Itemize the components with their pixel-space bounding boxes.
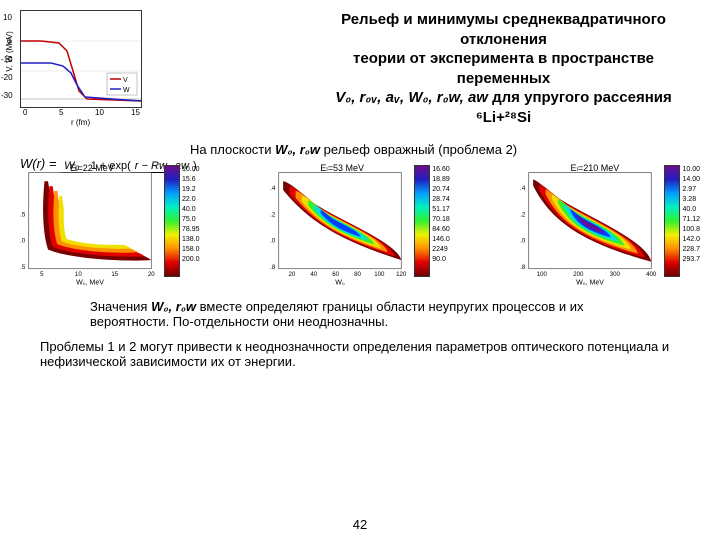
note-1: Значения W₀, r₀w вместе определяют грани… bbox=[90, 299, 660, 329]
svg-text:80: 80 bbox=[354, 271, 361, 278]
svg-text:40: 40 bbox=[311, 271, 318, 278]
svg-text:W₀: W₀ bbox=[335, 280, 345, 286]
svg-text:120: 120 bbox=[396, 271, 407, 278]
svg-text:200: 200 bbox=[574, 271, 585, 278]
svg-text:5: 5 bbox=[40, 271, 44, 278]
svg-text:1.5: 1.5 bbox=[20, 264, 26, 271]
svg-text:1.0: 1.0 bbox=[520, 238, 526, 245]
svg-text:W: W bbox=[123, 87, 130, 94]
svg-text:60: 60 bbox=[332, 271, 339, 278]
svg-text:1.4: 1.4 bbox=[270, 185, 276, 192]
main-title: Рельеф и минимумы среднеквадратичного от… bbox=[307, 10, 700, 127]
page-number: 42 bbox=[0, 517, 720, 532]
vw-plot: V W 10 0 -10 -20 -30 0 5 10 15 r (fm) V,… bbox=[20, 10, 142, 108]
svg-text:W₀, MeV: W₀, MeV bbox=[76, 280, 104, 286]
svg-text:1.4: 1.4 bbox=[520, 185, 526, 192]
svg-text:15: 15 bbox=[111, 271, 118, 278]
svg-text:W₀, MeV: W₀, MeV bbox=[577, 280, 605, 286]
svg-text:300: 300 bbox=[610, 271, 621, 278]
mid-note: На плоскости W₀, r₀w рельеф овражный (пр… bbox=[190, 142, 700, 157]
svg-text:2.0: 2.0 bbox=[20, 238, 26, 245]
svg-text:20: 20 bbox=[289, 271, 296, 278]
svg-text:1.0: 1.0 bbox=[270, 238, 276, 245]
note-2: Проблемы 1 и 2 могут привести к неоднозн… bbox=[40, 339, 690, 369]
svg-text:10: 10 bbox=[75, 271, 82, 278]
svg-text:0.8: 0.8 bbox=[520, 264, 526, 271]
svg-text:400: 400 bbox=[647, 271, 658, 278]
svg-text:100: 100 bbox=[537, 271, 548, 278]
svg-text:20: 20 bbox=[148, 271, 155, 278]
svg-text:100: 100 bbox=[375, 271, 386, 278]
svg-text:V: V bbox=[123, 77, 128, 84]
svg-text:1.2: 1.2 bbox=[270, 211, 276, 218]
svg-text:0.8: 0.8 bbox=[270, 264, 276, 271]
svg-text:1.2: 1.2 bbox=[520, 211, 526, 218]
svg-text:2.5: 2.5 bbox=[20, 211, 26, 218]
contour-panels: Eₗ=22 MeV 1.52.02.55101520 W₀, MeV r₀w, … bbox=[20, 165, 700, 285]
